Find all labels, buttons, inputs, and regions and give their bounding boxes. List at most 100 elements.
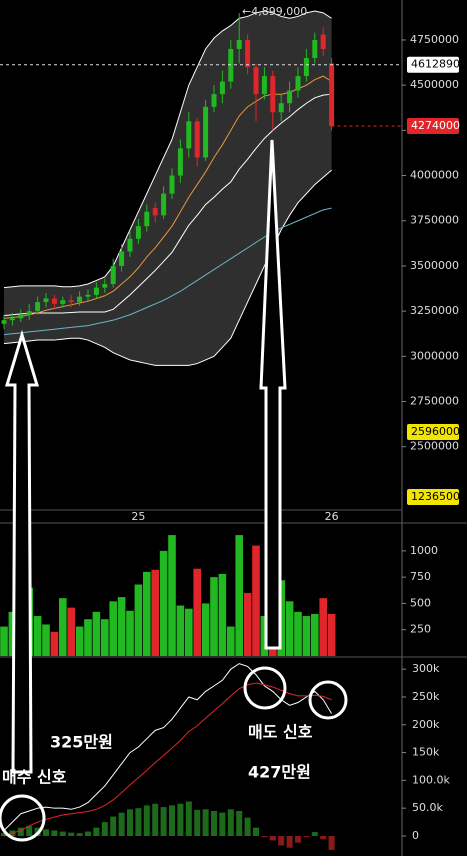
histogram-bar <box>1 833 7 836</box>
candle-body <box>60 300 66 304</box>
volume-bar <box>92 611 101 656</box>
candle-body <box>295 76 301 91</box>
candle-body <box>161 193 167 216</box>
signal-circle <box>243 666 287 710</box>
y-tick-label: 50.0k <box>412 801 443 814</box>
volume-bar <box>235 535 243 656</box>
volume-bar <box>143 571 151 656</box>
sell-price: 427만원 <box>248 763 311 782</box>
volume-bar <box>126 610 134 656</box>
candle-body <box>43 298 49 303</box>
histogram-bar <box>295 835 301 843</box>
candle-body <box>236 39 242 49</box>
arrow <box>4 329 40 774</box>
candle-body <box>329 63 335 127</box>
y-tick-label: 4000000 <box>410 169 459 182</box>
histogram-bar <box>152 803 159 836</box>
y-tick-label: 2500000 <box>410 440 459 453</box>
histogram-bar <box>311 832 318 836</box>
histogram-bar <box>253 827 259 836</box>
volume-bar <box>285 601 294 656</box>
signal-circle <box>0 794 46 842</box>
overlay-line <box>3 10 332 289</box>
volume-bar <box>42 624 50 656</box>
candle-body <box>1 320 7 324</box>
volume-bar <box>84 619 92 656</box>
volume-bar <box>252 545 260 656</box>
candle-body <box>186 121 192 149</box>
histogram-bar <box>17 827 24 836</box>
volume-bar <box>0 626 8 656</box>
histogram-bar <box>269 835 276 841</box>
sell-signal: 매도 신호 <box>248 723 313 742</box>
candle-body <box>320 34 326 49</box>
y-tick-label: 4500000 <box>410 78 459 91</box>
histogram-bar <box>143 805 150 836</box>
volume-bar <box>260 616 269 656</box>
volume-bar <box>59 598 67 656</box>
indicator-tag <box>407 489 459 505</box>
histogram-bar <box>202 809 209 836</box>
candle-body <box>253 67 259 95</box>
volume-bar <box>294 611 302 656</box>
price-tag <box>407 118 459 135</box>
annotation-layer: ←4,899,000 325만원 매수 신호 매도 신호 427만원 25960… <box>0 5 460 842</box>
volume-bar <box>193 568 201 656</box>
histogram-bar <box>101 822 108 836</box>
histogram-bar <box>194 809 201 836</box>
histogram-bar <box>26 825 33 836</box>
volume-bar <box>168 535 176 656</box>
candle-body <box>303 58 309 77</box>
histogram-bar <box>118 812 125 836</box>
buy-signal: 매수 신호 <box>2 768 67 787</box>
indicator-tag <box>407 424 459 440</box>
volume-bar <box>50 631 59 656</box>
volume-bar <box>151 569 159 656</box>
candle-body <box>85 294 91 297</box>
x-tick-label: 26 <box>325 510 339 523</box>
indicator-line <box>3 663 333 831</box>
y-tick-label: 3500000 <box>410 259 459 272</box>
candle-body <box>135 226 141 239</box>
candle-body <box>169 175 175 194</box>
signal-circle <box>308 680 348 720</box>
histogram-bar <box>219 812 226 836</box>
y-tick-label: 750 <box>410 570 431 583</box>
candle-body <box>35 302 41 312</box>
volume-bar <box>75 626 84 656</box>
x-tick-label: 25 <box>131 510 145 523</box>
histogram-bar <box>135 808 142 836</box>
y-tick-label: 250 <box>410 623 431 636</box>
histogram-bar <box>76 833 83 836</box>
candle-body <box>127 238 133 252</box>
candle-body <box>110 265 116 285</box>
candle-body <box>270 76 276 113</box>
candle-body <box>102 284 108 288</box>
histogram-bar <box>286 835 293 848</box>
indicator-tag-label: 2596000 <box>411 425 460 438</box>
volume-bar <box>67 607 75 656</box>
histogram-bar <box>320 835 327 840</box>
volume-bar <box>185 608 193 656</box>
candle-body <box>245 39 251 68</box>
y-tick-label: 3250000 <box>410 304 459 317</box>
histogram-bar <box>236 810 243 836</box>
arrow <box>259 139 287 650</box>
y-tick-label: 250k <box>412 690 440 703</box>
price-tag-label: 4274000 <box>411 119 460 132</box>
y-tick-label: 3000000 <box>410 349 459 362</box>
candle-body <box>68 300 74 303</box>
histogram-bar <box>68 832 75 836</box>
histogram-bar <box>185 801 192 836</box>
histogram-bar <box>278 835 285 846</box>
y-tick-label: 1000 <box>410 544 438 557</box>
y-tick-label: 4750000 <box>410 33 459 46</box>
y-tick-label: 0 <box>412 829 419 842</box>
indicator-line <box>3 682 332 837</box>
candle-body <box>144 211 150 227</box>
y-tick-label: 3750000 <box>410 214 459 227</box>
volume-bar <box>176 605 185 656</box>
volume-bar <box>159 550 168 656</box>
candle-body <box>18 314 24 319</box>
